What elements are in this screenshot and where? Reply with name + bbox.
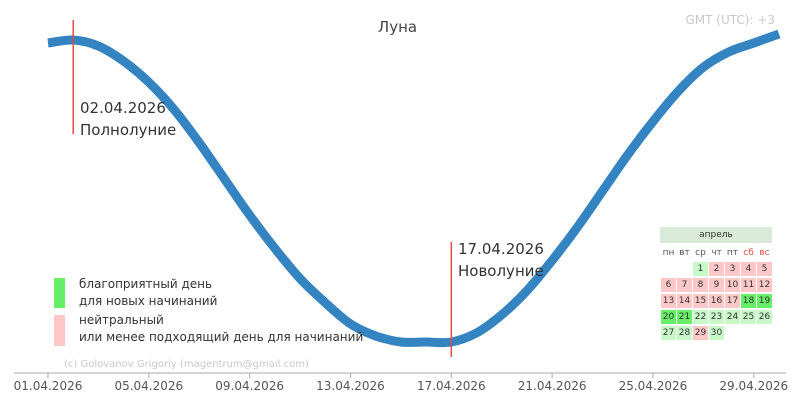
- calendar-day: 9: [709, 278, 724, 292]
- calendar-empty-cell: [677, 262, 692, 276]
- calendar-empty-cell: [661, 262, 676, 276]
- calendar-day: 10: [725, 278, 740, 292]
- event-name: Полнолуние: [80, 121, 177, 139]
- calendar-day: 8: [693, 278, 708, 292]
- event-markers: [72, 20, 453, 357]
- calendar-day: 27: [661, 326, 676, 340]
- x-tick-label: 13.04.2026: [316, 379, 385, 393]
- calendar-weekday-header: пт: [726, 248, 739, 258]
- legend-favorable-line2: для новых начинаний: [79, 294, 218, 308]
- x-tick-label: 01.04.2026: [14, 379, 83, 393]
- calendar-day: 28: [677, 326, 692, 340]
- credit-text: (c) Golovanov Grigoriy (magentrum@gmail.…: [64, 359, 309, 370]
- moon-phase-curve: [47, 29, 781, 348]
- x-axis: 01.04.2026 05.04.2026 09.04.2026 13.04.2026…: [14, 372, 788, 393]
- calendar-day: 22: [693, 310, 708, 324]
- calendar-day: 1: [693, 262, 708, 276]
- calendar-day: 14: [677, 294, 692, 308]
- calendar-day: 26: [757, 310, 772, 324]
- calendar-weekday-header: сб: [743, 248, 754, 258]
- legend-swatch-neutral: [54, 315, 65, 346]
- event-label-full-moon: 02.04.2026 Полнолуние: [80, 97, 176, 141]
- legend-favorable-line1: благоприятный день: [79, 277, 213, 291]
- calendar-day: 18: [741, 294, 756, 308]
- event-date: 02.04.2026: [80, 99, 166, 117]
- chart-title: Луна: [377, 18, 418, 36]
- calendar-day: 23: [709, 310, 724, 324]
- event-name: Новолуние: [458, 262, 544, 280]
- calendar-day: 6: [661, 278, 676, 292]
- x-tick-label: 09.04.2026: [215, 379, 284, 393]
- calendar-day: 13: [661, 294, 676, 308]
- calendar-day: 24: [725, 310, 740, 324]
- calendar-day: 15: [693, 294, 708, 308]
- calendar-day: 21: [677, 310, 692, 324]
- calendar-day: 5: [757, 262, 772, 276]
- event-label-new-moon: 17.04.2026 Новолуние: [458, 238, 544, 282]
- calendar-day: 7: [677, 278, 692, 292]
- legend-swatch-favorable: [54, 278, 65, 308]
- x-tick-label: 21.04.2026: [518, 379, 587, 393]
- month-calendar: апрель пн вт ср чт пт сб вс 1 2 3 4 5 6 7 8 9 10 11 12 13 14…: [660, 227, 772, 340]
- calendar-weekday-header: чт: [711, 248, 722, 258]
- calendar-day: 17: [725, 294, 740, 308]
- calendar-weekday-header: вс: [759, 248, 770, 258]
- calendar-month-title: апрель: [660, 227, 772, 243]
- calendar-day: 30: [709, 326, 724, 340]
- calendar-day: 4: [741, 262, 756, 276]
- legend-neutral-line2: или менее подходящий день для начинаний: [79, 330, 364, 344]
- series-line: [47, 29, 781, 348]
- legend-neutral-line1: нейтральный: [79, 313, 164, 327]
- calendar-weekday-header: ср: [695, 248, 706, 258]
- calendar-day: 19: [757, 294, 772, 308]
- x-tick-label: 25.04.2026: [619, 379, 688, 393]
- calendar-day: 20: [661, 310, 676, 324]
- calendar-day: 29: [693, 326, 708, 340]
- calendar-day: 11: [741, 278, 756, 292]
- x-tick-label: 05.04.2026: [114, 379, 183, 393]
- x-tick-label: 29.04.2026: [719, 379, 788, 393]
- calendar-weekday-header: пн: [662, 248, 675, 258]
- calendar-day: 12: [757, 278, 772, 292]
- calendar-day: 16: [709, 294, 724, 308]
- calendar-weekday-header: вт: [679, 248, 690, 258]
- x-tick-label: 17.04.2026: [417, 379, 486, 393]
- calendar-grid: пн вт ср чт пт сб вс 1 2 3 4 5 6 7 8 9 10 11 12 13 14 15 16 17 1…: [660, 246, 772, 340]
- calendar-day: 25: [741, 310, 756, 324]
- calendar-day: 3: [725, 262, 740, 276]
- timezone-label: GMT (UTC): +3: [685, 13, 776, 27]
- event-date: 17.04.2026: [458, 240, 544, 258]
- calendar-day: 2: [709, 262, 724, 276]
